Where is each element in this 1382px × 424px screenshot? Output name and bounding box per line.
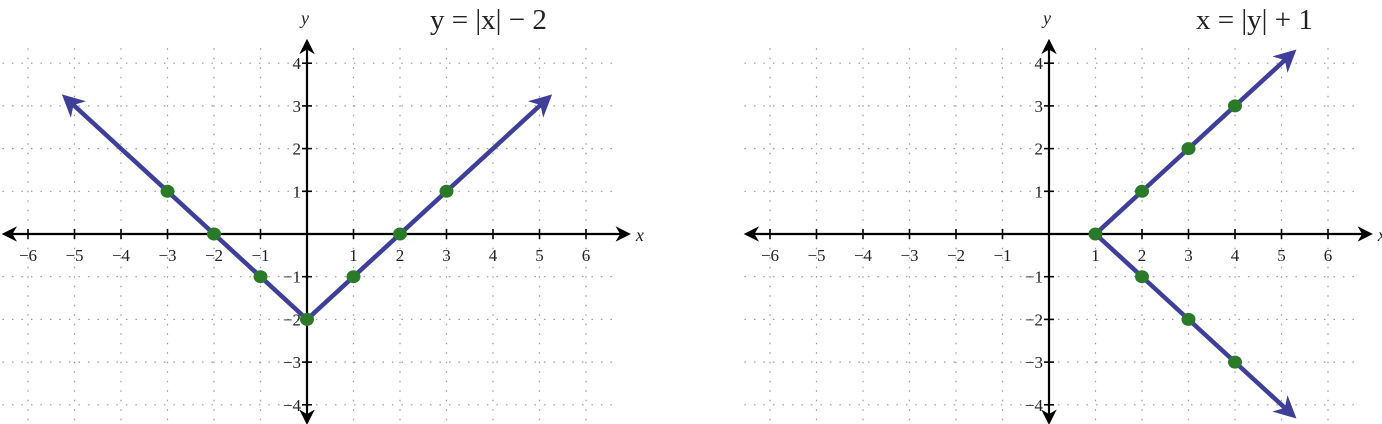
y-tick-label: 1 — [293, 182, 302, 201]
x-tick-label: −3 — [900, 246, 918, 265]
x-tick-label: 4 — [489, 246, 498, 265]
x-tick-label: 6 — [1324, 246, 1333, 265]
data-point — [346, 270, 361, 284]
y-tick-label: 3 — [1035, 97, 1044, 116]
y-tick-label: 2 — [1035, 140, 1044, 159]
x-tick-label: −4 — [854, 246, 873, 265]
data-point — [253, 270, 268, 284]
x-tick-label: 2 — [1138, 246, 1147, 265]
x-tick-label: −3 — [158, 246, 176, 265]
y-tick-label: −4 — [283, 396, 302, 415]
data-point — [1135, 270, 1149, 284]
x-tick-label: 6 — [582, 246, 591, 265]
y-tick-label: −4 — [1025, 396, 1044, 415]
x-tick-label: −1 — [993, 246, 1011, 265]
x-tick-label: −5 — [807, 246, 825, 265]
x-tick-label: −5 — [65, 246, 83, 265]
y-tick-label: 1 — [1035, 182, 1044, 201]
data-point — [1228, 355, 1242, 369]
x-tick-label: 1 — [1091, 246, 1100, 265]
data-point — [1228, 99, 1242, 113]
data-point — [300, 312, 314, 326]
y-tick-label: −3 — [1025, 353, 1043, 372]
y-tick-label: −1 — [1025, 268, 1043, 287]
x-tick-label: −2 — [947, 246, 965, 265]
data-point — [393, 227, 407, 241]
y-tick-label: −2 — [1025, 310, 1043, 329]
y-tick-label: −1 — [283, 268, 301, 287]
x-tick-label: 2 — [396, 246, 405, 265]
data-point — [160, 184, 175, 198]
data-point — [207, 227, 221, 241]
x-tick-label: 4 — [1231, 246, 1240, 265]
chart-title-left: y = |x| − 2 — [430, 4, 547, 36]
x-tick-label: 5 — [535, 246, 544, 265]
data-point — [1181, 142, 1196, 156]
y-tick-label: −3 — [283, 353, 301, 372]
y-tick-label: −2 — [283, 310, 301, 329]
x-axis-label: x — [1377, 225, 1382, 245]
x-tick-label: 3 — [442, 246, 451, 265]
x-tick-label: 3 — [1184, 246, 1193, 265]
y-tick-label: 2 — [293, 140, 302, 159]
x-tick-label: −1 — [251, 246, 269, 265]
y-axis-label: y — [1041, 8, 1051, 28]
x-tick-label: −6 — [19, 246, 37, 265]
chart-y-abs-x-minus-2: −6 −5 −4 −3 −2 −1 1 2 3 4 5 6 −4 −3 −2 −1 1 2 3 4 x y — [1, 8, 644, 424]
y-tick-label: 3 — [293, 97, 302, 116]
data-point — [439, 184, 454, 198]
x-tick-label: 1 — [349, 246, 358, 265]
data-point — [1135, 184, 1149, 198]
chart-x-abs-y-plus-1: −6 −5 −4 −3 −2 −1 1 2 3 4 5 6 −4 −3 −2 −1 1 2 3 4 x y — [743, 8, 1382, 424]
data-point — [1088, 227, 1103, 241]
chart-title-right: x = |y| + 1 — [1196, 4, 1313, 36]
y-tick-label: 4 — [1035, 54, 1044, 73]
y-tick-label: 4 — [293, 54, 302, 73]
x-tick-label: −2 — [205, 246, 223, 265]
y-axis-label: y — [299, 8, 309, 28]
x-tick-label: −4 — [112, 246, 131, 265]
x-tick-label: −6 — [761, 246, 779, 265]
data-point — [1181, 312, 1196, 326]
x-axis-label: x — [635, 225, 644, 245]
x-tick-label: 5 — [1277, 246, 1286, 265]
